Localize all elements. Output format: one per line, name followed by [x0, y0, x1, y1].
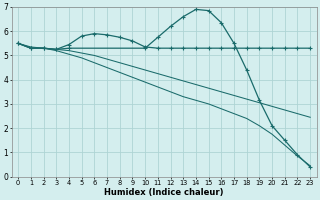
X-axis label: Humidex (Indice chaleur): Humidex (Indice chaleur): [104, 188, 224, 197]
